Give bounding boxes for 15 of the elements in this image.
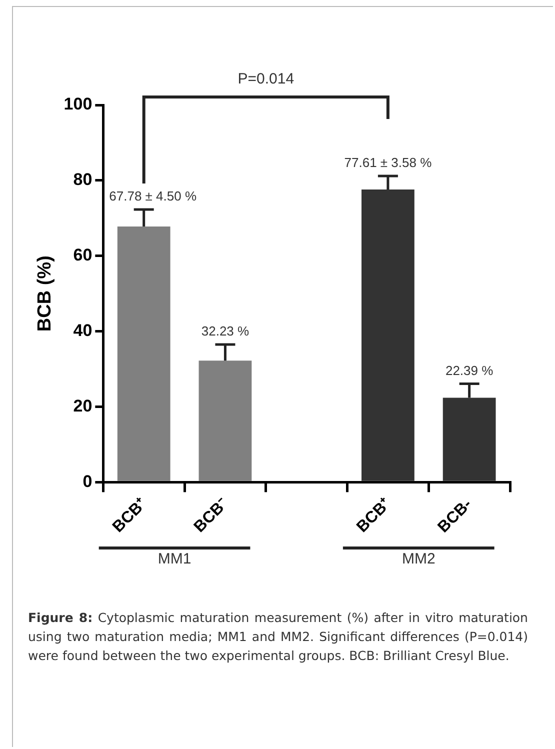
text: P=0.014	[238, 70, 294, 88]
y-tick-label: 20	[73, 396, 92, 416]
y-axis-title: BCB (%)	[34, 256, 56, 332]
text: MM1	[158, 550, 192, 568]
data-label: 32.23 %	[201, 324, 250, 339]
data-label: 67.78 ± 4.50 %	[109, 188, 197, 204]
data-label: 22.39 %	[445, 362, 494, 378]
y-tick-label: 80	[73, 170, 92, 190]
y-tick-label: 60	[73, 246, 92, 265]
y-tick-label: 0	[82, 472, 92, 491]
y-tick-label: 40	[73, 320, 92, 340]
text: MM2	[402, 550, 436, 568]
caption: Figure 8: Cytoplasmic maturation measurement (%) after in vitro maturation using two maturation media; MM1 and MM2. Significant differences (P=0.014) were found between the two experimental groups. BCB: Brilliant Cresyl Blue.	[28, 609, 528, 665]
data-label: 77.61 ± 3.58 %	[344, 155, 432, 170]
y-tick-label: 100	[64, 94, 92, 114]
